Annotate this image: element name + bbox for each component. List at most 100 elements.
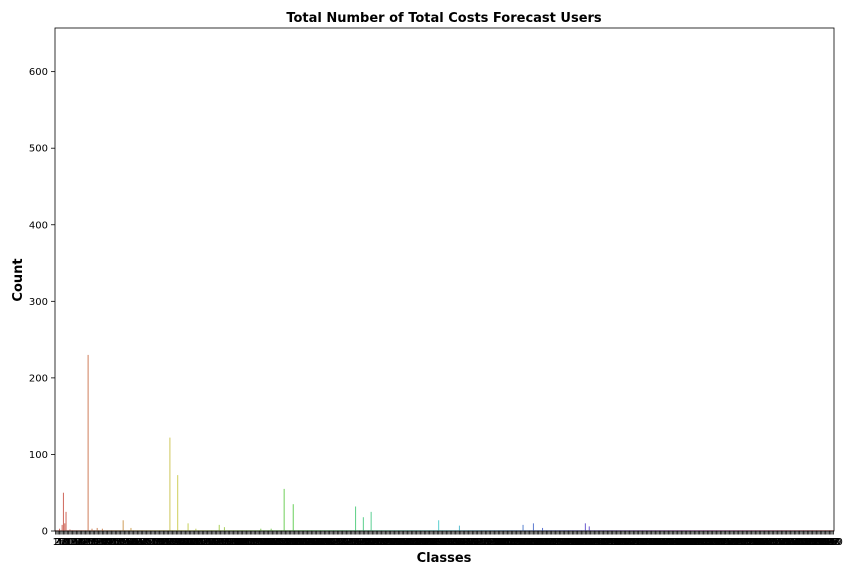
x-tick-label: 386 xyxy=(546,537,565,548)
x-tick-label: 276 xyxy=(403,537,422,548)
x-tick-label: 207 xyxy=(314,537,333,548)
x-tick-label: 284 xyxy=(414,537,433,548)
x-tick-label: 435 xyxy=(610,537,629,548)
x-tick-label: 556 xyxy=(767,537,786,548)
x-tick-label: 414 xyxy=(582,537,601,548)
x-tick-label: 353 xyxy=(503,537,522,548)
x-tick-label: 272 xyxy=(398,537,417,548)
x-tick-label: 37 xyxy=(96,537,109,548)
x-tick-label: 166 xyxy=(260,537,279,548)
x-tick-label: 45 xyxy=(106,537,119,548)
x-tick-label: 572 xyxy=(787,537,806,548)
x-tick-label: 492 xyxy=(684,537,703,548)
x-tick-label: 412 xyxy=(580,537,599,548)
x-tick-label: 28 xyxy=(84,537,97,548)
x-tick-label: 9 xyxy=(63,537,69,548)
x-tick-label: 461 xyxy=(643,537,662,548)
x-tick-label: 120 xyxy=(201,537,220,548)
x-tick-label: 318 xyxy=(458,537,477,548)
x-tick-label: 553 xyxy=(763,537,782,548)
x-tick-label: 25 xyxy=(80,537,93,548)
x-tick-label: 502 xyxy=(697,537,716,548)
x-tick-label: 215 xyxy=(324,537,343,548)
x-tick-label: 210 xyxy=(317,537,336,548)
x-tick-label: 52 xyxy=(115,537,128,548)
x-tick-label: 201 xyxy=(306,537,325,548)
x-tick-label: 88 xyxy=(162,537,175,548)
x-tick-label: 569 xyxy=(784,537,803,548)
bar xyxy=(532,523,534,531)
x-tick-label: 335 xyxy=(480,537,499,548)
x-tick-label: 565 xyxy=(778,537,797,548)
x-tick-label: 62 xyxy=(128,537,141,548)
x-tick-label: 465 xyxy=(649,537,668,548)
x-tick-label: 106 xyxy=(182,537,201,548)
x-tick-label: 192 xyxy=(294,537,313,548)
x-tick-label: 213 xyxy=(321,537,340,548)
x-tick-label: 161 xyxy=(254,537,273,548)
x-tick-label: 58 xyxy=(123,537,136,548)
x-tick-label: 402 xyxy=(567,537,586,548)
x-tick-label: 231 xyxy=(345,537,364,548)
x-tick-label: 343 xyxy=(490,537,509,548)
x-tick-label: 350 xyxy=(499,537,518,548)
x-tick-label: 547 xyxy=(755,537,774,548)
x-tick-label: 551 xyxy=(760,537,779,548)
x-tick-label: 41 xyxy=(101,537,114,548)
x-tick-label: 506 xyxy=(702,537,721,548)
x-tick-label: 40 xyxy=(100,537,113,548)
x-tick-label: 555 xyxy=(765,537,784,548)
x-tick-label: 407 xyxy=(573,537,592,548)
x-tick-label: 128 xyxy=(211,537,230,548)
x-tick-label: 578 xyxy=(795,537,814,548)
x-tick-label: 214 xyxy=(323,537,342,548)
x-tick-label: 460 xyxy=(642,537,661,548)
x-tick-label: 595 xyxy=(817,537,836,548)
x-tick-label: 5 xyxy=(58,537,64,548)
x-tick-label: 340 xyxy=(486,537,505,548)
bar xyxy=(542,527,544,531)
x-tick-label: 285 xyxy=(415,537,434,548)
x-tick-label: 560 xyxy=(772,537,791,548)
x-tick-label: 200 xyxy=(304,537,323,548)
x-tick-label: 119 xyxy=(199,537,218,548)
x-tick-label: 302 xyxy=(437,537,456,548)
x-tick-label: 600 xyxy=(824,537,843,548)
x-tick-label: 528 xyxy=(730,537,749,548)
bar xyxy=(69,529,71,531)
x-tick-label: 438 xyxy=(613,537,632,548)
x-tick-label: 193 xyxy=(295,537,314,548)
x-tick-label: 221 xyxy=(332,537,351,548)
x-tick-label: 117 xyxy=(197,537,216,548)
x-tick-label: 114 xyxy=(193,537,212,548)
x-tick-label: 355 xyxy=(506,537,525,548)
x-tick-label: 136 xyxy=(221,537,240,548)
x-tick-label: 21 xyxy=(75,537,88,548)
x-tick-label: 148 xyxy=(237,537,256,548)
x-tick-label: 245 xyxy=(363,537,382,548)
x-tick-label: 442 xyxy=(619,537,638,548)
x-tick-label: 56 xyxy=(121,537,134,548)
x-tick-label: 138 xyxy=(224,537,243,548)
x-tick-label: 548 xyxy=(756,537,775,548)
x-tick-label: 321 xyxy=(462,537,481,548)
x-tick-label: 152 xyxy=(242,537,261,548)
x-tick-label: 36 xyxy=(95,537,108,548)
x-tick-label: 147 xyxy=(236,537,255,548)
x-tick-label: 77 xyxy=(148,537,161,548)
x-tick-label: 254 xyxy=(375,537,394,548)
x-tick-label: 101 xyxy=(176,537,195,548)
x-tick-label: 300 xyxy=(434,537,453,548)
x-tick-label: 370 xyxy=(525,537,544,548)
x-tick-label: 581 xyxy=(799,537,818,548)
x-tick-label: 66 xyxy=(134,537,147,548)
x-tick-label: 584 xyxy=(803,537,822,548)
x-tick-label: 422 xyxy=(593,537,612,548)
x-tick-label: 593 xyxy=(815,537,834,548)
x-tick-label: 54 xyxy=(118,537,131,548)
x-tick-label: 416 xyxy=(585,537,604,548)
x-tick-label: 14 xyxy=(66,537,79,548)
x-tick-label: 8 xyxy=(62,537,68,548)
x-tick-label: 182 xyxy=(281,537,300,548)
x-tick-label: 351 xyxy=(501,537,520,548)
